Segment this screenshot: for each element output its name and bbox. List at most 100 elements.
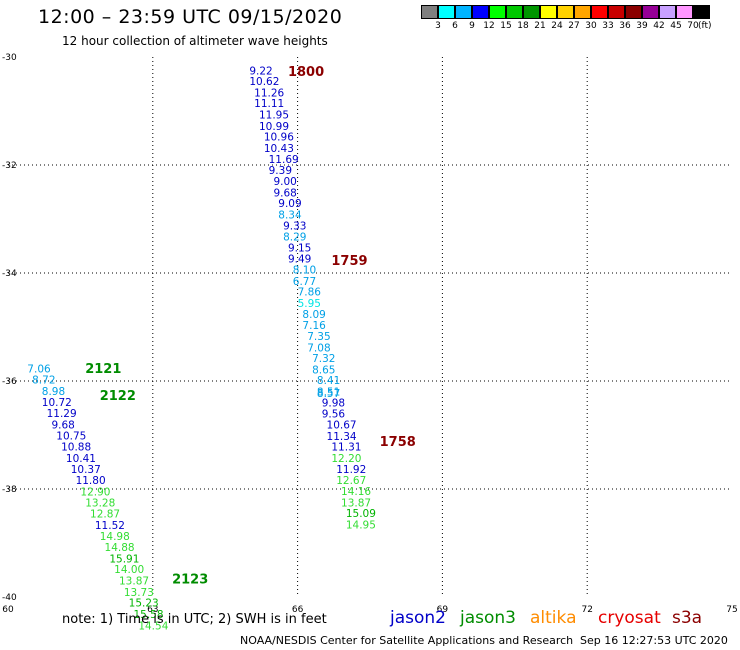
color-scale-label: 3	[435, 21, 441, 31]
data-point-label: 9.22	[249, 65, 272, 77]
color-scale-label: 42	[653, 21, 665, 31]
data-point-label: 13.87	[119, 576, 149, 588]
data-point-label: 11.52	[95, 520, 125, 532]
data-point-label: 11.69	[269, 154, 299, 166]
data-point-label: 8.41	[317, 375, 340, 387]
data-point-label: 8.34	[278, 209, 302, 221]
chart-title: 12:00 – 23:59 UTC 09/15/2020	[38, 6, 343, 28]
color-scale-label: 15	[500, 21, 512, 31]
color-scale-swatch	[642, 5, 659, 19]
color-scale-swatch	[591, 5, 608, 19]
x-tick-label: 69	[437, 605, 449, 615]
data-point-label: 8.29	[283, 232, 306, 244]
data-point-label: 11.34	[327, 431, 357, 443]
data-point-label: 9.33	[283, 220, 306, 232]
color-scale-swatch	[659, 5, 676, 19]
data-point-label: 8.09	[302, 309, 325, 321]
data-point-label: 6.77	[293, 276, 316, 288]
color-scale-swatch	[506, 5, 523, 19]
data-point-label: 11.11	[254, 98, 284, 110]
data-point-label: 10.43	[264, 143, 294, 155]
satellite-legend-jason2: jason2	[390, 608, 446, 628]
data-point-label: 9.68	[273, 187, 296, 199]
data-point-label: 9.00	[273, 176, 296, 188]
data-point-label: 8.65	[312, 364, 335, 376]
data-point-label: 12.67	[336, 475, 366, 487]
data-point-label: 15.09	[346, 508, 376, 520]
data-point-label: 11.95	[259, 110, 289, 122]
data-point-label: 11.80	[76, 475, 106, 487]
x-tick-label: 72	[581, 605, 592, 615]
pass-time-label: 1759	[331, 254, 367, 269]
data-point-label: 7.08	[307, 342, 330, 354]
pass-time-label: 2121	[85, 362, 121, 377]
data-point-label: 9.56	[322, 409, 346, 421]
satellite-legend-s3a: s3a	[672, 608, 703, 628]
data-point-label: 15.23	[129, 598, 159, 610]
data-point-label: 14.54	[138, 620, 168, 632]
y-tick-label: -40	[2, 593, 17, 603]
satellite-legend-altika: altika	[530, 608, 577, 628]
data-point-label: 10.99	[259, 121, 289, 133]
data-point-label: 10.72	[42, 397, 72, 409]
data-point-label: 8.98	[42, 386, 65, 398]
color-scale-swatch	[523, 5, 540, 19]
data-point-label: 11.29	[47, 408, 77, 420]
data-point-label: 9.15	[288, 242, 311, 254]
data-point-label: 8.57	[317, 388, 340, 400]
x-tick-label: 66	[292, 605, 304, 615]
data-point-label: 10.96	[264, 132, 294, 144]
data-point-label: 10.37	[71, 464, 101, 476]
pass-time-label: 1758	[380, 435, 416, 450]
color-scale-unit: (ft)	[698, 21, 712, 31]
data-point-label: 7.06	[27, 363, 51, 375]
x-tick-label: 60	[2, 605, 14, 615]
color-scale-label: 70	[687, 21, 699, 31]
data-point-label: 7.35	[307, 331, 330, 343]
color-scale-label: 21	[534, 21, 546, 31]
data-point-label: 13.28	[85, 497, 115, 509]
data-point-label: 14.88	[105, 542, 135, 554]
color-scale-swatch	[489, 5, 506, 19]
data-point-label: 9.49	[288, 254, 311, 266]
data-point-label: 14.00	[114, 564, 144, 576]
color-scale-swatch	[557, 5, 574, 19]
pass-time-label: 2123	[172, 573, 208, 588]
data-point-label: 7.86	[298, 287, 322, 299]
color-scale-swatch	[421, 5, 438, 19]
y-tick-label: -34	[2, 269, 17, 279]
y-tick-label: -30	[2, 53, 17, 63]
color-scale-label: 9	[469, 21, 475, 31]
data-point-label: 9.98	[322, 397, 345, 409]
color-scale-label: 45	[670, 21, 682, 31]
credit-line: NOAA/NESDIS Center for Satellite Applica…	[240, 634, 574, 647]
data-point-label: 10.41	[66, 453, 96, 465]
color-scale-swatch	[540, 5, 557, 19]
pass-time-label: 1800	[288, 65, 324, 80]
color-scale-label: 36	[619, 21, 631, 31]
data-point-label: 15.58	[133, 609, 163, 621]
satellite-legend-cryosat: cryosat	[598, 608, 661, 628]
data-point-label: 10.88	[61, 442, 91, 454]
data-point-label: 8.10	[293, 265, 316, 277]
color-scale-swatch	[438, 5, 455, 19]
color-scale-label: 39	[636, 21, 648, 31]
data-point-label: 13.73	[124, 587, 154, 599]
data-point-label: 9.09	[278, 198, 301, 210]
data-point-label: 13.87	[341, 497, 371, 509]
data-point-label: 12.20	[331, 453, 361, 465]
color-scale-swatch	[455, 5, 472, 19]
data-point-label: 8.51	[317, 387, 340, 399]
data-point-label: 12.90	[80, 486, 110, 498]
pass-time-label: 2122	[100, 389, 136, 404]
footnote: note: 1) Time is in UTC; 2) SWH is in fe…	[62, 612, 327, 627]
data-point-label: 11.26	[254, 87, 284, 99]
x-tick-label: 75	[726, 605, 737, 615]
color-scale-label: 18	[517, 21, 529, 31]
satellite-legend-jason3: jason3	[460, 608, 516, 628]
color-scale-label: 33	[602, 21, 614, 31]
y-tick-label: -38	[2, 485, 17, 495]
data-point-label: 10.67	[327, 420, 357, 432]
generation-timestamp: Sep 16 12:27:53 UTC 2020	[580, 634, 728, 647]
